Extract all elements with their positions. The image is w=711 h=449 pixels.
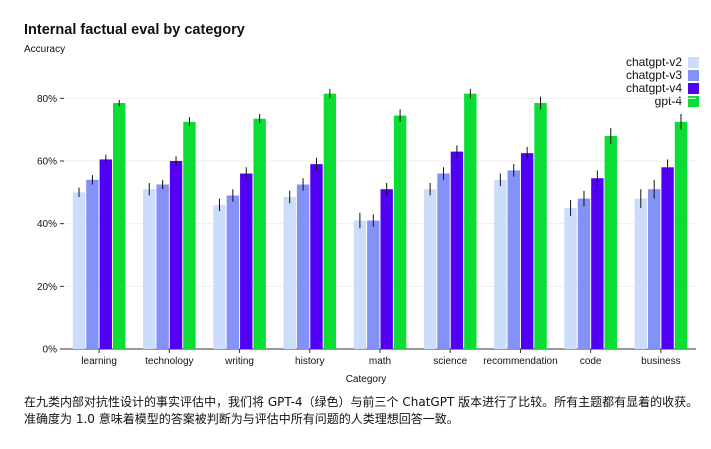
bar [310, 164, 323, 349]
bar [353, 220, 367, 349]
legend-label: chatgpt-v2 [625, 55, 682, 69]
legend: chatgpt-v2 chatgpt-v3 chatgpt-v4 gpt-4 [626, 56, 699, 108]
legend-item: chatgpt-v3 [626, 69, 699, 82]
bar [213, 204, 226, 349]
x-tick-label: recommendation [483, 356, 557, 367]
caption-line: 在九类内部对抗性设计的事实评估中，我们将 GPT-4（绿色）与前三个 ChatG… [24, 395, 699, 409]
bar [634, 198, 647, 349]
legend-label: gpt-4 [654, 94, 682, 108]
legend-swatch [688, 83, 699, 94]
legend-item: chatgpt-v2 [626, 56, 699, 69]
bar [169, 161, 183, 349]
bar [296, 184, 310, 349]
bar [534, 103, 547, 350]
legend-swatch [688, 57, 699, 68]
legend-swatch [688, 96, 699, 107]
bar [437, 173, 450, 349]
bar [674, 121, 688, 349]
x-tick-label: history [295, 356, 324, 367]
legend-swatch [688, 70, 699, 81]
bar [143, 189, 156, 349]
bar [72, 192, 86, 349]
x-tick-label: business [641, 356, 680, 367]
y-tick-label: 80% [37, 94, 57, 105]
bar [520, 153, 534, 349]
bar [647, 189, 661, 349]
x-tick-label: technology [145, 356, 193, 367]
x-tick-label: writing [224, 356, 254, 367]
bar [367, 220, 380, 349]
bar [99, 159, 113, 349]
bar [507, 170, 520, 349]
bar [240, 173, 253, 349]
x-tick-label: learning [81, 356, 117, 367]
legend-label: chatgpt-v4 [625, 81, 682, 95]
bar [577, 198, 591, 349]
y-tick-label: 60% [37, 157, 57, 168]
y-tick-label: 0% [43, 345, 58, 356]
bar [494, 179, 507, 349]
bar [450, 151, 464, 349]
bar [423, 189, 437, 349]
bar [661, 167, 674, 349]
bar [113, 103, 126, 350]
bar [323, 93, 337, 349]
figure-caption: 在九类内部对抗性设计的事实评估中，我们将 GPT-4（绿色）与前三个 ChatG… [24, 394, 704, 428]
chart-title: Internal factual eval by category [24, 22, 245, 38]
x-tick-label: science [433, 356, 467, 367]
x-axis-label: Category [346, 374, 387, 385]
bar [393, 115, 407, 349]
bar [283, 197, 296, 349]
bar [564, 208, 577, 349]
bar [604, 135, 617, 349]
bar [380, 189, 393, 349]
bar [156, 184, 169, 349]
bar [86, 179, 99, 349]
bar [591, 178, 604, 349]
bar [464, 93, 477, 349]
y-tick-label: 20% [37, 282, 57, 293]
legend-item: chatgpt-v4 [626, 82, 699, 95]
bar [183, 121, 196, 349]
x-tick-label: math [369, 356, 391, 367]
caption-line: 准确度为 1.0 意味着模型的答案被判断为与评估中所有问题的人类理想回答一致。 [24, 412, 459, 426]
bar [253, 118, 266, 349]
legend-item: gpt-4 [626, 95, 699, 108]
y-axis-label: Accuracy [24, 44, 66, 55]
y-tick-label: 40% [37, 219, 57, 230]
x-tick-label: code [580, 356, 602, 367]
bar [226, 195, 240, 349]
legend-label: chatgpt-v3 [625, 68, 682, 82]
